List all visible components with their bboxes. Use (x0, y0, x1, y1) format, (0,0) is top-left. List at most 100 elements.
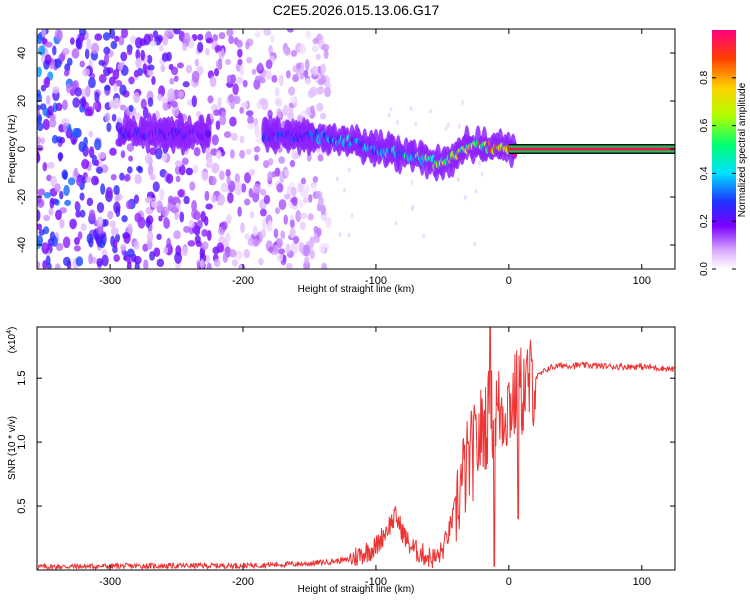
spectrogram-cell (320, 63, 326, 74)
spectrogram-cell (222, 252, 229, 263)
spectrogram-cell (223, 131, 232, 139)
spectrogram-cell (107, 210, 114, 220)
spectrogram-cell (303, 244, 311, 257)
spectrogram-cell (211, 162, 220, 174)
spectrogram-cell (37, 66, 42, 78)
spectrogram-cell (189, 181, 196, 191)
spectrogram-cell (55, 102, 63, 112)
spectrogram-cell (154, 147, 163, 160)
spectrogram-cell (232, 259, 239, 267)
spectrogram-cell (96, 258, 104, 267)
spectrogram-cell (51, 236, 58, 247)
spectrogram-cell (110, 40, 118, 50)
spectrogram-cell (88, 253, 93, 265)
spectrogram-cell (394, 220, 398, 226)
spectrogram-cell (211, 134, 219, 146)
spectrogram-cell (276, 253, 284, 262)
spectrogram-cell (94, 33, 103, 41)
spectrogram-cell (207, 95, 214, 104)
spectrogram-cell (215, 150, 222, 160)
spectrogram-cell (280, 230, 286, 240)
spectrogram-cell (178, 164, 186, 176)
spectrogram-cell (94, 138, 102, 151)
spectrogram-cell (278, 248, 286, 255)
spectrogram-cell (147, 97, 154, 107)
spectrogram-cell (74, 236, 80, 246)
spectrogram-cell (37, 34, 43, 45)
x-tick-label: 100 (633, 576, 651, 588)
spectrogram-cell (86, 197, 94, 207)
carrier-band-core (508, 147, 675, 151)
spectrogram-cell (42, 260, 48, 269)
spectrogram-cell (233, 95, 241, 105)
spectrogram-cell (134, 174, 142, 185)
spectrogram-cell (77, 231, 83, 240)
spectrogram-cell (444, 126, 448, 132)
spectrogram-cell (230, 102, 235, 110)
figure-title: C2E5.2026.015.13.06.G17 (273, 2, 440, 18)
spectrogram-cell (225, 168, 231, 178)
spectrogram-cell (315, 190, 323, 200)
spectrogram-cell (311, 183, 317, 194)
spectrogram-cell (142, 63, 148, 75)
spectrogram-cell (169, 77, 175, 85)
spectrogram-cell (91, 175, 99, 186)
spectrogram-cell (173, 75, 179, 82)
spectrogram-cell (137, 166, 144, 174)
spectrogram-cell (118, 35, 125, 46)
spectrogram-cell (126, 49, 133, 56)
spectrogram-cell (201, 241, 209, 251)
spectrogram-cell (268, 157, 274, 166)
spectrogram-cell (46, 174, 52, 182)
spectrogram-cell (147, 69, 154, 77)
spectrogram-cell (259, 77, 266, 84)
y-tick-label: 1.5 (16, 371, 28, 386)
spectrogram-y-ticks: -40 -20 0 20 40 (16, 47, 675, 253)
spectrogram-cell (260, 188, 267, 196)
spectrogram-cell (474, 188, 478, 194)
y-tick-label: 0 (16, 146, 28, 152)
spectrogram-cell (162, 34, 169, 46)
colorbar: 0.0 0.2 0.4 0.6 0.8 Normalized spectral ampl… (699, 30, 748, 276)
spectrogram-cell (173, 230, 181, 240)
spectrogram-cell (55, 242, 64, 252)
spectrogram-cell (54, 183, 61, 193)
spectrogram-cell (336, 176, 340, 182)
spectrogram-cell (265, 70, 272, 80)
spectrogram-cell (216, 242, 224, 253)
spectrogram-cell (191, 70, 200, 83)
spectrogram-cell (161, 150, 168, 162)
spectrogram-cell (291, 196, 298, 207)
spectrogram-cell (62, 99, 68, 111)
spectrogram-cell (71, 48, 80, 59)
spectrogram-cell (119, 84, 127, 96)
spectrogram-cell (177, 189, 185, 198)
spectrogram-cell (259, 208, 267, 217)
spectrogram-cell (167, 195, 174, 204)
spectrogram-cell (37, 136, 42, 144)
spectrogram-cell (226, 74, 234, 85)
spectrogram-cell (76, 176, 83, 187)
spectrogram-cell (114, 195, 120, 203)
spectrogram-cell (350, 212, 354, 218)
spectrogram-cell (135, 49, 141, 60)
spectrogram-cell (149, 173, 156, 181)
spectrogram-cell (40, 84, 47, 92)
spectrogram-cell (119, 172, 125, 181)
spectrogram-cell (312, 65, 319, 76)
spectrogram-cell (69, 88, 76, 97)
colorbar-tick-label: 0.6 (699, 118, 710, 132)
spectrogram-cell (197, 41, 204, 53)
spectrogram-cell (128, 104, 134, 113)
spectrogram-cell (103, 219, 109, 227)
spectrogram-cell (113, 239, 118, 248)
spectrogram-cell (273, 244, 279, 256)
spectrogram-cell (75, 210, 81, 218)
spectrogram-cell (477, 160, 481, 166)
x-tick-label: -300 (99, 275, 121, 287)
spectrogram-cell (224, 59, 232, 66)
spectrogram-cell (232, 83, 239, 96)
spectrogram-cell (43, 192, 51, 199)
spectrogram-cell (153, 247, 161, 257)
spectrogram-cell (343, 187, 347, 193)
